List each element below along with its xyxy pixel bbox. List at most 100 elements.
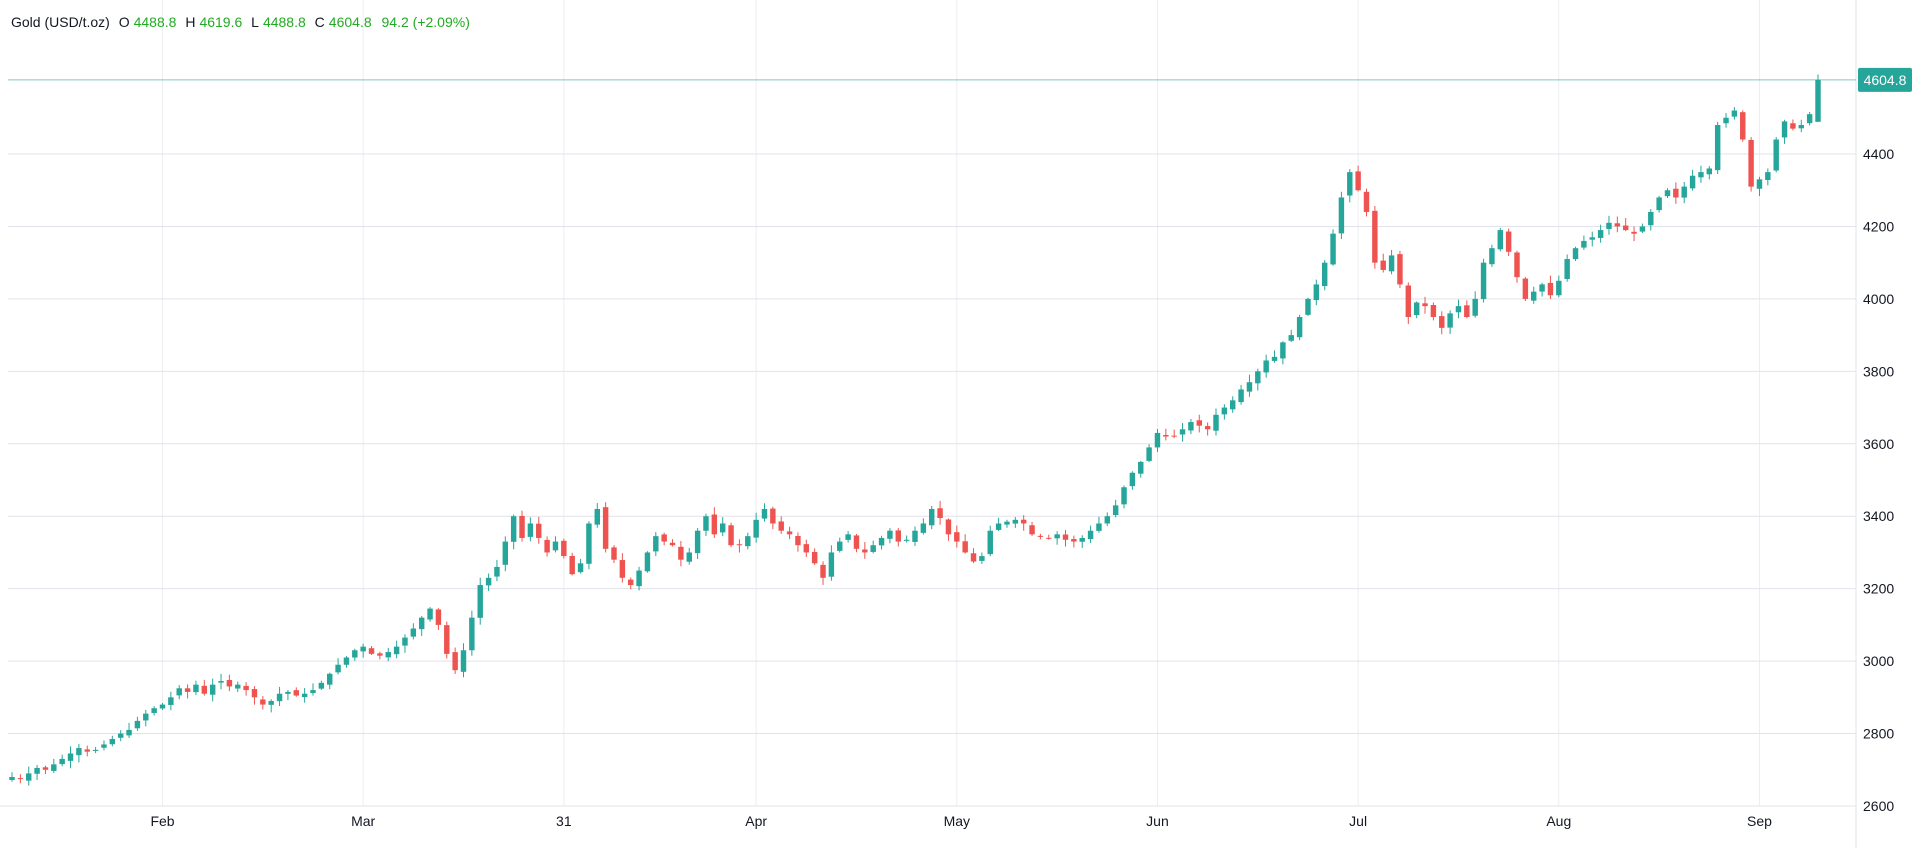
candle-body (1305, 298, 1311, 315)
candle-body (1271, 356, 1278, 361)
candle-body (1121, 487, 1127, 505)
candle-body (1213, 414, 1219, 431)
candle-body (134, 720, 141, 729)
candle-body (1464, 305, 1470, 317)
candle-body (1296, 317, 1303, 338)
x-tick-label: 31 (556, 813, 572, 829)
open-label: O (118, 14, 130, 30)
candle-body (1204, 426, 1211, 430)
candle-body (686, 552, 692, 562)
candle-body (761, 508, 768, 519)
candle-body (1355, 171, 1361, 191)
candle-body (1790, 123, 1796, 129)
candle-body (235, 684, 241, 689)
candle-body (845, 534, 851, 540)
candle-body (1230, 400, 1236, 410)
change-value: 94.2 (+2.09%) (381, 14, 470, 30)
candle-body (427, 608, 433, 620)
candle-body (1489, 248, 1495, 265)
candle-body (101, 744, 107, 748)
candle-body (502, 541, 509, 565)
candle-body (76, 748, 82, 756)
candle-body (1639, 226, 1646, 232)
x-tick-label: Feb (150, 813, 174, 829)
candle-body (1179, 429, 1186, 435)
candle-body (168, 697, 174, 705)
candle-body (661, 534, 667, 542)
candle-body (193, 684, 199, 693)
candle-body (1472, 298, 1478, 316)
candle-body (786, 531, 793, 535)
x-tick-label: Sep (1747, 813, 1772, 829)
candle-body (1689, 175, 1696, 189)
x-tick-label: Mar (351, 813, 375, 829)
candle-body (335, 664, 341, 673)
candle-body (1380, 260, 1386, 270)
candle-body (176, 688, 182, 696)
candle-body (352, 650, 358, 658)
candle-body (728, 525, 734, 546)
candle-body (1631, 231, 1637, 234)
candle-body (1046, 537, 1052, 539)
x-tick-label: Jun (1146, 813, 1169, 829)
candle-body (1614, 223, 1621, 227)
candle-body (1054, 534, 1060, 539)
candle-body (410, 628, 417, 637)
candle-body (1012, 519, 1019, 524)
candle-body (1246, 382, 1253, 392)
candle-body (561, 540, 567, 557)
candle-body (1321, 262, 1328, 287)
candle-body (778, 521, 784, 531)
candle-body (678, 546, 684, 560)
x-tick-label: Aug (1546, 813, 1571, 829)
candle-body (903, 539, 910, 541)
candle-body (954, 532, 960, 542)
candle-body (820, 564, 826, 578)
candle-body (736, 544, 743, 546)
candle-body (402, 637, 408, 646)
y-tick-label: 4200 (1863, 218, 1894, 234)
x-tick-label: Apr (745, 813, 767, 829)
candle-body (636, 570, 642, 587)
candle-body (544, 539, 550, 553)
candle-body (494, 566, 500, 577)
candle-body (1765, 172, 1771, 180)
candle-body (745, 536, 751, 547)
x-tick-label: Jul (1349, 813, 1367, 829)
candle-body (477, 585, 483, 618)
y-tick-label: 4400 (1863, 146, 1894, 162)
candle-body (243, 685, 249, 691)
candle-body (460, 650, 467, 672)
candle-body (628, 579, 634, 586)
candle-body (184, 688, 191, 692)
high-value: 4619.6 (199, 14, 243, 30)
symbol-name: Gold (USD/t.oz) (11, 14, 110, 30)
candles-layer (9, 74, 1821, 786)
candle-body (34, 767, 40, 774)
candle-body (1589, 237, 1595, 240)
x-tick-label: May (944, 813, 970, 829)
candle-body (268, 700, 274, 705)
candle-body (1397, 254, 1403, 285)
candle-body (803, 544, 810, 553)
y-tick-label: 2600 (1863, 798, 1894, 814)
candle-body (1740, 112, 1746, 140)
last-price-badge (1858, 67, 1912, 92)
candle-body (310, 690, 316, 694)
candle-body (209, 684, 216, 695)
candle-body (485, 577, 492, 586)
candle-body (1806, 114, 1813, 124)
candle-body (1430, 305, 1437, 317)
candle-body (945, 519, 952, 535)
candle-body (26, 773, 32, 781)
candle-body (1372, 210, 1378, 263)
candle-body (469, 617, 475, 651)
candle-body (1129, 472, 1136, 487)
y-tick-label: 4000 (1863, 291, 1894, 307)
candle-body (1020, 519, 1027, 524)
candle-body (201, 685, 208, 694)
y-tick-label: 3800 (1863, 363, 1894, 379)
candle-body (970, 553, 977, 562)
